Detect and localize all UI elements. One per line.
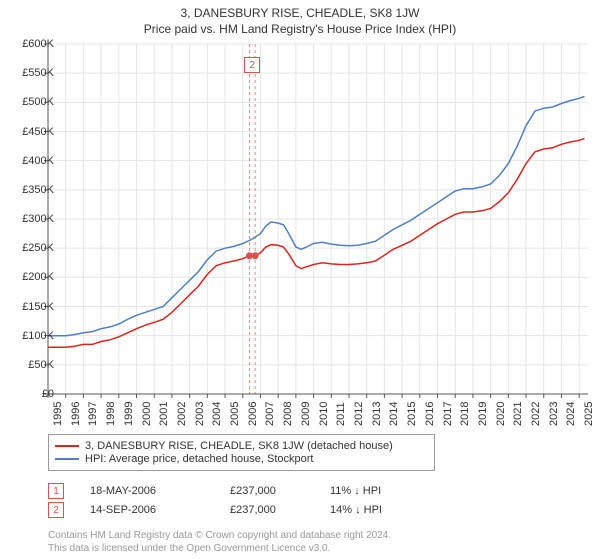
y-axis-label: £250K	[4, 242, 54, 254]
footer-line: This data is licensed under the Open Gov…	[48, 543, 588, 556]
sale-marker-badge: 2	[244, 57, 260, 73]
x-axis-label: 2014	[388, 402, 400, 426]
x-axis-label: 1995	[52, 402, 64, 426]
x-axis-label: 2006	[247, 402, 259, 426]
sales-table: 1 18-MAY-2006£237,00011% ↓ HPI 2 14-SEP-200…	[48, 480, 588, 521]
x-axis-label: 1997	[87, 402, 99, 426]
sale-row: 2 14-SEP-2006£237,00014% ↓ HPI	[48, 502, 588, 518]
x-axis-label: 2019	[477, 402, 489, 426]
x-axis-label: 2016	[424, 402, 436, 426]
sale-price: £237,000	[230, 485, 330, 497]
x-axis-label: 1996	[70, 402, 82, 426]
x-axis-label: 2021	[512, 402, 524, 426]
x-axis-label: 2000	[141, 402, 153, 426]
sale-date: 18-MAY-2006	[90, 485, 230, 497]
y-axis-label: £350K	[4, 184, 54, 196]
x-axis-label: 2017	[442, 402, 454, 426]
y-axis-label: £550K	[4, 67, 54, 79]
x-axis-label: 2011	[335, 402, 347, 426]
sale-point	[252, 252, 259, 259]
footer-line: Contains HM Land Registry data © Crown c…	[48, 530, 588, 543]
x-axis-label: 2001	[158, 402, 170, 426]
x-axis-label: 1998	[105, 402, 117, 426]
y-axis-label: £100K	[4, 330, 54, 342]
sale-date: 14-SEP-2006	[90, 504, 230, 516]
x-axis-label: 2005	[229, 402, 241, 426]
legend-item: 3, DANESBURY RISE, CHEADLE, SK8 1JW (det…	[55, 440, 428, 452]
x-axis-label: 2024	[565, 402, 577, 426]
sale-delta: 11% ↓ HPI	[330, 485, 450, 497]
x-axis-label: 2010	[318, 402, 330, 426]
y-axis-label: £200K	[4, 271, 54, 283]
sale-row: 1 18-MAY-2006£237,00011% ↓ HPI	[48, 483, 588, 499]
legend-label: 3, DANESBURY RISE, CHEADLE, SK8 1JW (det…	[85, 440, 393, 452]
legend-swatch	[55, 458, 79, 460]
x-axis-label: 2015	[406, 402, 418, 426]
chart-subtitle: Price paid vs. HM Land Registry's House …	[0, 22, 600, 36]
footer-attribution: Contains HM Land Registry data © Crown c…	[48, 530, 588, 555]
address-title: 3, DANESBURY RISE, CHEADLE, SK8 1JW	[0, 6, 600, 20]
y-axis-label: £400K	[4, 155, 54, 167]
x-axis-label: 2013	[371, 402, 383, 426]
y-axis-label: £500K	[4, 96, 54, 108]
x-axis-label: 2004	[211, 402, 223, 426]
sale-badge: 2	[48, 502, 64, 518]
x-axis-label: 2023	[548, 402, 560, 426]
x-axis-label: 2025	[583, 402, 595, 426]
x-axis-label: 2020	[495, 402, 507, 426]
price-chart	[48, 44, 588, 394]
y-axis-label: £450K	[4, 126, 54, 138]
y-axis-label: £600K	[4, 38, 54, 50]
x-axis-label: 1999	[123, 402, 135, 426]
x-axis-label: 2009	[300, 402, 312, 426]
x-axis-label: 2008	[282, 402, 294, 426]
y-axis-label: £50K	[4, 359, 54, 371]
sale-delta: 14% ↓ HPI	[330, 504, 450, 516]
sale-badge: 1	[48, 483, 64, 499]
y-axis-label: £300K	[4, 213, 54, 225]
x-axis-label: 2012	[353, 402, 365, 426]
sale-price: £237,000	[230, 504, 330, 516]
y-axis-label: £0	[4, 388, 54, 400]
x-axis-label: 2018	[459, 402, 471, 426]
legend-swatch	[55, 445, 79, 447]
y-axis-label: £150K	[4, 301, 54, 313]
legend-item: HPI: Average price, detached house, Stoc…	[55, 453, 428, 465]
x-axis-label: 2003	[194, 402, 206, 426]
x-axis-label: 2022	[530, 402, 542, 426]
legend-label: HPI: Average price, detached house, Stoc…	[85, 453, 314, 465]
chart-legend: 3, DANESBURY RISE, CHEADLE, SK8 1JW (det…	[48, 434, 435, 471]
x-axis-label: 2007	[264, 402, 276, 426]
x-axis-label: 2002	[176, 402, 188, 426]
